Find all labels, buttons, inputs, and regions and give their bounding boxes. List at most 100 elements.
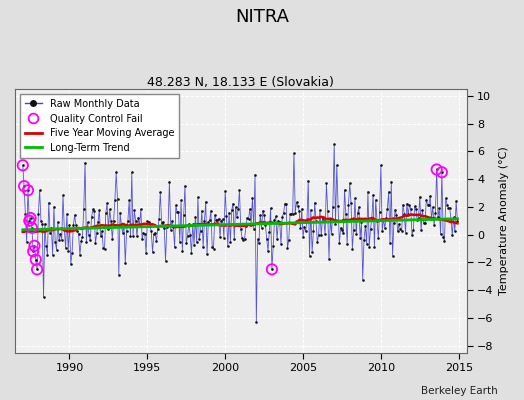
Point xyxy=(96,233,105,240)
Point xyxy=(111,196,119,203)
Point xyxy=(432,166,441,173)
Point xyxy=(350,227,358,233)
Point xyxy=(447,216,455,222)
Point xyxy=(63,211,71,217)
Point xyxy=(274,217,282,224)
Point xyxy=(314,232,323,238)
Point xyxy=(59,192,67,198)
Point xyxy=(94,219,102,225)
Point xyxy=(311,200,319,206)
Point xyxy=(235,187,244,193)
Point xyxy=(73,227,81,234)
Point xyxy=(442,195,450,201)
Point xyxy=(439,234,447,240)
Point xyxy=(303,218,311,224)
Point xyxy=(148,249,157,255)
Point xyxy=(379,216,388,222)
Point xyxy=(95,207,104,214)
Point xyxy=(232,204,240,210)
Point xyxy=(28,224,36,231)
Point xyxy=(74,231,83,237)
Point xyxy=(289,210,297,217)
Point xyxy=(268,266,276,272)
Point xyxy=(293,202,302,209)
Point xyxy=(156,189,165,196)
Point xyxy=(408,232,416,238)
Point xyxy=(86,237,94,244)
Point xyxy=(184,220,193,227)
Point xyxy=(450,214,458,221)
Point xyxy=(182,240,190,247)
Point xyxy=(61,244,70,251)
Point xyxy=(334,203,342,209)
Point xyxy=(234,206,243,213)
Point xyxy=(341,186,349,193)
Point xyxy=(365,244,374,250)
Point xyxy=(265,228,274,235)
Point xyxy=(125,197,134,204)
Point xyxy=(30,242,39,249)
Point xyxy=(205,217,214,224)
Point xyxy=(127,169,136,176)
Point xyxy=(37,218,45,224)
Point xyxy=(217,217,225,224)
Point xyxy=(25,218,34,224)
Point xyxy=(157,220,166,226)
Point xyxy=(309,228,318,234)
Point xyxy=(299,233,307,240)
Point xyxy=(80,206,88,212)
Point xyxy=(21,211,29,217)
Point xyxy=(348,246,356,252)
Point xyxy=(283,245,292,251)
Point xyxy=(120,222,128,229)
Point xyxy=(244,216,253,222)
Point xyxy=(117,222,126,229)
Point xyxy=(207,208,215,214)
Point xyxy=(93,230,101,237)
Point xyxy=(363,240,371,247)
Point xyxy=(36,187,44,194)
Point xyxy=(191,214,200,220)
Point xyxy=(34,211,42,217)
Point xyxy=(135,222,144,228)
Point xyxy=(290,150,298,157)
Point xyxy=(130,207,138,214)
Point xyxy=(313,238,322,245)
Point xyxy=(420,220,428,226)
Point xyxy=(41,220,49,227)
Point xyxy=(177,197,185,204)
Point xyxy=(162,224,171,230)
Point xyxy=(30,242,39,249)
Point xyxy=(241,236,249,242)
Point xyxy=(452,198,461,204)
Point xyxy=(154,226,162,232)
Point xyxy=(438,169,446,176)
Point xyxy=(24,187,32,194)
Point xyxy=(202,198,210,205)
Point xyxy=(72,222,80,228)
Point xyxy=(366,226,375,232)
Point xyxy=(326,215,334,222)
Point xyxy=(382,215,390,222)
Point xyxy=(246,206,254,212)
Point xyxy=(295,208,303,214)
Point xyxy=(150,231,158,237)
Point xyxy=(110,218,118,224)
Point xyxy=(33,266,41,272)
Point xyxy=(229,200,237,207)
Point xyxy=(451,228,459,234)
Point xyxy=(417,227,425,234)
Point xyxy=(194,194,202,200)
Point xyxy=(405,202,413,208)
Point xyxy=(51,238,59,245)
Point xyxy=(134,214,143,221)
Point xyxy=(269,243,277,249)
Point xyxy=(47,225,56,231)
Point xyxy=(26,215,35,221)
Point xyxy=(186,232,194,238)
Point xyxy=(416,194,424,200)
Point xyxy=(102,210,110,216)
Point xyxy=(90,208,99,214)
Point xyxy=(100,246,108,252)
Point xyxy=(271,213,280,220)
